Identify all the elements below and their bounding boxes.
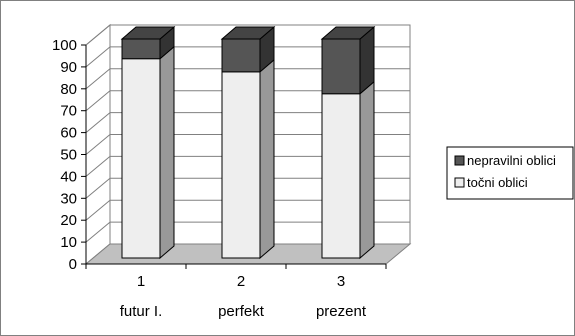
gridline	[85, 134, 410, 155]
y-tick-label: 30	[60, 190, 77, 207]
gridline	[85, 112, 410, 133]
x-tick-label: 3	[337, 273, 345, 290]
y-tick-label: 10	[60, 234, 77, 251]
bar-top	[120, 26, 176, 40]
y-tick-label: 0	[69, 256, 77, 273]
bar-segment-tocni-oblici	[221, 71, 261, 259]
gridline	[85, 90, 410, 112]
gridline	[85, 24, 410, 46]
x-tick-label: 2	[237, 273, 245, 290]
bar-side-tocni-oblici	[259, 58, 275, 260]
gridline	[85, 46, 410, 68]
gridline	[85, 177, 410, 199]
x-category-sublabel: futur I.	[120, 303, 163, 320]
bar-side-tocni-oblici	[359, 80, 375, 260]
bar-segment-nepravilni-oblici	[321, 38, 361, 95]
y-tick-label: 80	[60, 81, 77, 98]
bar-top	[320, 26, 376, 40]
bar-segment-nepravilni-oblici	[221, 38, 261, 73]
y-tick-label: 90	[60, 59, 77, 76]
gridline	[85, 221, 410, 243]
bar-segment-tocni-oblici	[121, 58, 161, 259]
x-category-sublabel: prezent	[316, 303, 367, 320]
legend-swatch	[454, 177, 465, 188]
legend-label: točni oblici	[467, 175, 528, 190]
x-tick-label: 1	[137, 273, 145, 290]
bar-side-tocni-oblici	[159, 45, 175, 260]
y-tick-label: 100	[52, 37, 77, 54]
y-tick-label: 60	[60, 125, 77, 142]
y-tick-label: 40	[60, 168, 77, 185]
y-tick-label: 20	[60, 212, 77, 229]
legend-box	[446, 146, 574, 200]
gridline	[85, 199, 410, 221]
x-category-sublabel: perfekt	[218, 303, 265, 320]
plot-area: 0 10 20 30 40 50 60 70 80 90 100 1 futur I. 2 perfekt 3…	[52, 23, 412, 320]
legend: nepravilni oblici točni oblici	[446, 146, 574, 200]
bar-top	[220, 26, 276, 40]
bar-segment-nepravilni-oblici	[121, 38, 161, 60]
gridline	[85, 68, 410, 90]
legend-label: nepravilni oblici	[467, 153, 556, 168]
y-tick-label: 50	[60, 147, 77, 164]
y-tick-label: 70	[60, 103, 77, 120]
legend-swatch	[454, 155, 465, 166]
bar-segment-tocni-oblici	[321, 93, 361, 259]
gridline	[85, 155, 410, 177]
